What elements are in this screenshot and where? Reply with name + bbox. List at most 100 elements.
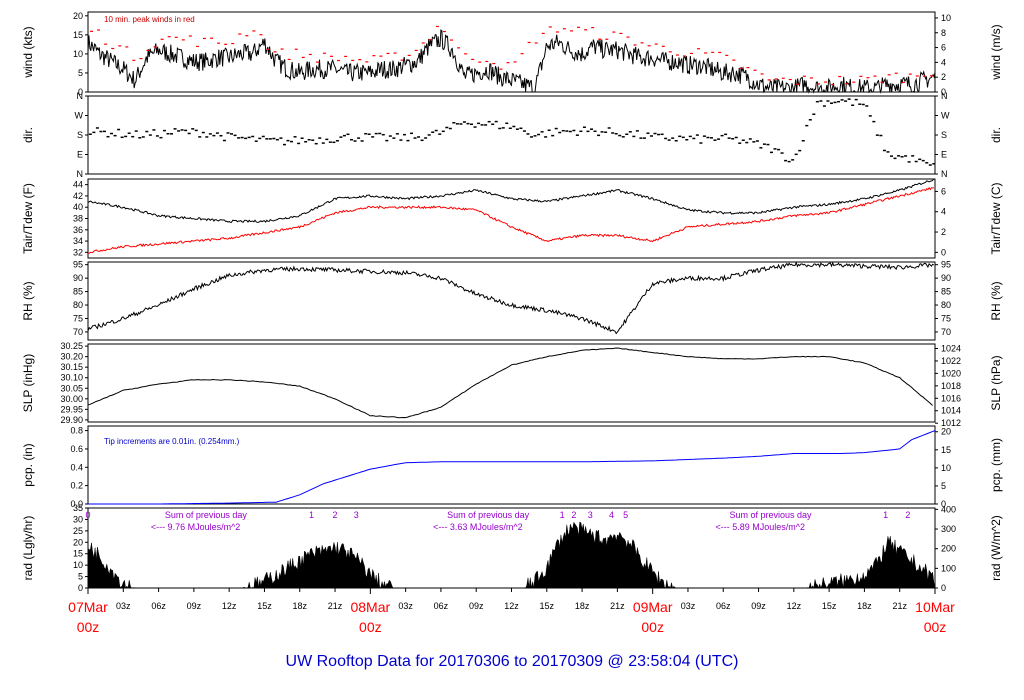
- wind-right-tick-label: 8: [941, 28, 946, 38]
- wind-left-tick-label: 15: [73, 30, 83, 40]
- temp-right-tick-label: 0: [941, 247, 946, 257]
- rh-right-tick-label: 70: [941, 327, 951, 337]
- pcp-frame: [87, 425, 936, 505]
- hour-label: 03z: [116, 601, 131, 611]
- pcp-ylabel-left: pcp. (in): [21, 443, 35, 486]
- dewpoint-series: [87, 186, 934, 254]
- dir-ylabel-right: dir.: [989, 127, 1003, 143]
- slp-left-tick-label: 29.95: [60, 404, 83, 414]
- temp-left-tick-label: 34: [73, 236, 83, 246]
- pressure-series: [87, 347, 933, 419]
- wind-ylabel-left: wind (kts): [21, 26, 35, 78]
- pcp-right-tick-label: 10: [941, 463, 951, 473]
- dir-left-tick-label: S: [77, 130, 83, 140]
- day-sum-value: <--- 5.89 MJoules/m^2: [715, 522, 805, 532]
- day-time-label: 00z: [924, 619, 947, 635]
- pcp-left-tick-label: 0.6: [70, 444, 83, 454]
- dir-right-tick-label: S: [941, 130, 947, 140]
- temp-ylabel-right: Tair/Tdew (C): [989, 182, 1003, 254]
- hour-label: 09z: [187, 601, 202, 611]
- slp-left-tick-label: 30.00: [60, 394, 83, 404]
- slp-ylabel-left: SLP (inHg): [21, 354, 35, 412]
- rad-left-tick-label: 30: [73, 514, 83, 524]
- hour-label: 18z: [292, 601, 307, 611]
- temp-left-tick-label: 40: [73, 202, 83, 212]
- dir-left-tick-label: E: [77, 150, 83, 160]
- rh-left-tick-label: 85: [73, 287, 83, 297]
- radiation-hour-mark: 2: [571, 510, 576, 520]
- wind-left-tick-label: 0: [78, 87, 83, 97]
- temp-ylabel-left: Tair/Tdew (F): [21, 183, 35, 254]
- radiation-hour-mark: 3: [588, 510, 593, 520]
- hour-label: 18z: [857, 601, 872, 611]
- radiation-hour-mark: 2: [333, 510, 338, 520]
- slp-frame: [87, 343, 936, 423]
- slp-left-tick-label: 30.20: [60, 352, 83, 362]
- slp-right-tick-label: 1024: [941, 343, 961, 353]
- day-date-label: 10Mar: [915, 599, 955, 615]
- rh-right-tick-label: 90: [941, 273, 951, 283]
- radiation-hour-mark: 1: [883, 510, 888, 520]
- wind-right-tick-label: 6: [941, 43, 946, 53]
- slp-right-tick-label: 1016: [941, 393, 961, 403]
- slp-right-tick-label: 1012: [941, 418, 961, 428]
- day-sum-value: <--- 9.76 MJoules/m^2: [151, 522, 241, 532]
- day-sum-value: <--- 3.63 MJoules/m^2: [433, 522, 523, 532]
- pcp-left-tick-label: 0.8: [70, 426, 83, 436]
- pcp-left-tick-label: 0.4: [70, 462, 83, 472]
- hour-label: 09z: [469, 601, 484, 611]
- hour-label: 03z: [398, 601, 413, 611]
- rh-left-tick-label: 80: [73, 300, 83, 310]
- chart-title: UW Rooftop Data for 20170306 to 20170309…: [286, 653, 739, 670]
- day-time-label: 00z: [359, 619, 382, 635]
- slp-right-tick-label: 1014: [941, 406, 961, 416]
- hour-label: 21z: [328, 601, 343, 611]
- pcp-right-tick-label: 20: [941, 427, 951, 437]
- day-date-label: 07Mar: [68, 599, 108, 615]
- rad-right-tick-label: 0: [941, 583, 946, 593]
- radiation-hour-mark: 4: [609, 510, 614, 520]
- hour-label: 15z: [257, 601, 272, 611]
- rad-frame: [87, 507, 936, 589]
- tip-increment-note: Tip increments are 0.01in. (0.254mm.): [104, 437, 240, 446]
- temp-right-tick-label: 2: [941, 227, 946, 237]
- hour-label: 06z: [434, 601, 449, 611]
- wind-right-tick-label: 4: [941, 57, 946, 67]
- temp-left-tick-label: 42: [73, 191, 83, 201]
- wind-right-tick-label: 10: [941, 13, 951, 23]
- slp-left-tick-label: 30.15: [60, 362, 83, 372]
- radiation-hour-mark: 2: [905, 510, 910, 520]
- pcp-right-tick-label: 5: [941, 481, 946, 491]
- wind-ylabel-right: wind (m/s): [989, 24, 1003, 80]
- hour-label: 21z: [892, 601, 907, 611]
- day-sum-title: Sum of previous day: [729, 510, 812, 520]
- day-time-label: 00z: [641, 619, 664, 635]
- rad-right-tick-label: 300: [941, 524, 956, 534]
- rad-left-tick-label: 20: [73, 537, 83, 547]
- rad-right-tick-label: 400: [941, 504, 956, 514]
- wind-right-tick-label: 0: [941, 87, 946, 97]
- rad-left-tick-label: 15: [73, 549, 83, 559]
- temp-left-tick-label: 32: [73, 247, 83, 257]
- day-date-label: 09Mar: [633, 599, 673, 615]
- slp-left-tick-label: 30.25: [60, 341, 83, 351]
- radiation-hour-mark: 5: [623, 510, 628, 520]
- wind-speed-series: [87, 29, 936, 94]
- dir-right-tick-label: W: [941, 111, 950, 121]
- air-temperature-series: [87, 178, 935, 223]
- wind-left-tick-label: 20: [73, 11, 83, 21]
- rad-left-tick-label: 35: [73, 503, 83, 513]
- hour-label: 06z: [151, 601, 166, 611]
- wind-right-tick-label: 2: [941, 72, 946, 82]
- rh-left-tick-label: 70: [73, 327, 83, 337]
- day-sum-title: Sum of previous day: [165, 510, 248, 520]
- dir-left-tick-label: N: [77, 91, 84, 101]
- rh-frame: [87, 261, 936, 341]
- day-date-label: 08Mar: [350, 599, 390, 615]
- rad-right-tick-label: 200: [941, 544, 956, 554]
- slp-right-tick-label: 1018: [941, 381, 961, 391]
- slp-right-tick-label: 1020: [941, 368, 961, 378]
- relative-humidity-series: [87, 261, 935, 335]
- rh-ylabel-right: RH (%): [989, 281, 1003, 320]
